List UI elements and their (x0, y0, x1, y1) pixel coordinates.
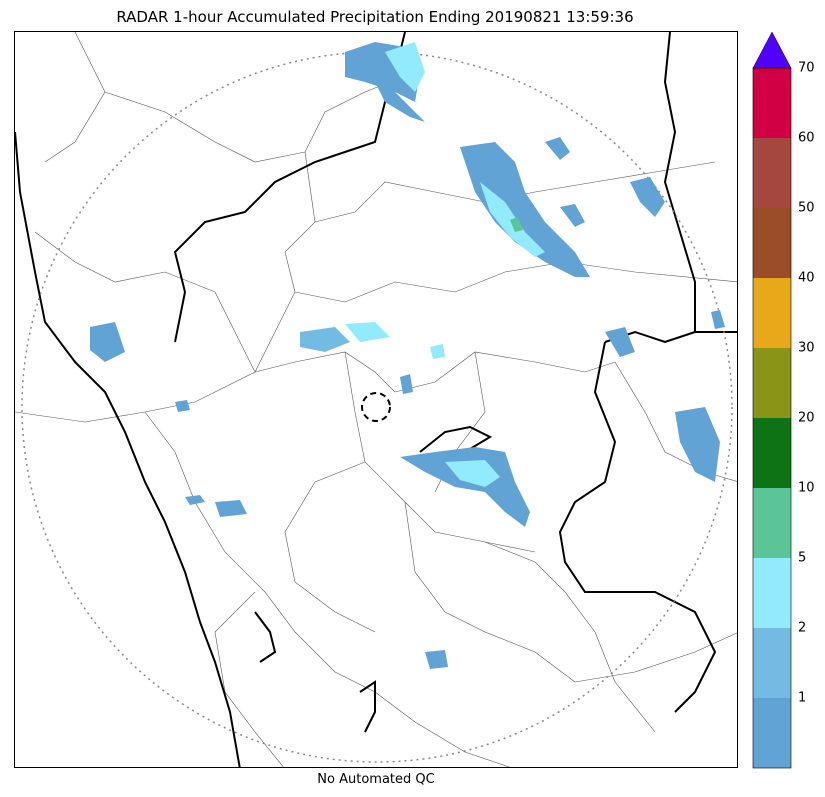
map-canvas (15, 32, 737, 767)
range-ring (21, 51, 733, 763)
precip-echoes (90, 42, 725, 669)
colorbar-tick-label: 20 (798, 410, 815, 426)
colorbar-segment (753, 418, 791, 488)
colorbar-segment (753, 628, 791, 698)
district-boundaries (15, 32, 737, 767)
colorbar-tick-label: 5 (798, 550, 807, 566)
colorbar-segment (753, 698, 791, 768)
colorbar-segment (753, 488, 791, 558)
colorbar-tick-label: 1 (798, 690, 807, 706)
colorbar-tick-label: 2 (798, 620, 807, 636)
qc-footer: No Automated QC (317, 772, 435, 787)
colorbar-frame (752, 67, 792, 769)
colorbar-segment (753, 558, 791, 628)
chart-title: RADAR 1-hour Accumulated Precipitation E… (116, 8, 634, 26)
colorbar (752, 31, 792, 769)
colorbar-segments (752, 67, 792, 769)
colorbar-tick-label: 10 (798, 480, 815, 496)
colorbar-segment (753, 278, 791, 348)
colorbar-tick-label: 70 (798, 60, 815, 76)
colorbar-segment (753, 138, 791, 208)
colorbar-segment (753, 348, 791, 418)
colorbar-tick-label: 30 (798, 340, 815, 356)
radar-map (14, 31, 738, 768)
state-boundaries (15, 32, 737, 767)
colorbar-tick-label: 40 (798, 270, 815, 286)
colorbar-tick-label: 50 (798, 200, 815, 216)
colorbar-tick-label: 60 (798, 130, 815, 146)
colorbar-segment (753, 68, 791, 138)
radar-site-marker (361, 392, 391, 422)
colorbar-segment (753, 208, 791, 278)
colorbar-extend-arrow (752, 31, 792, 69)
